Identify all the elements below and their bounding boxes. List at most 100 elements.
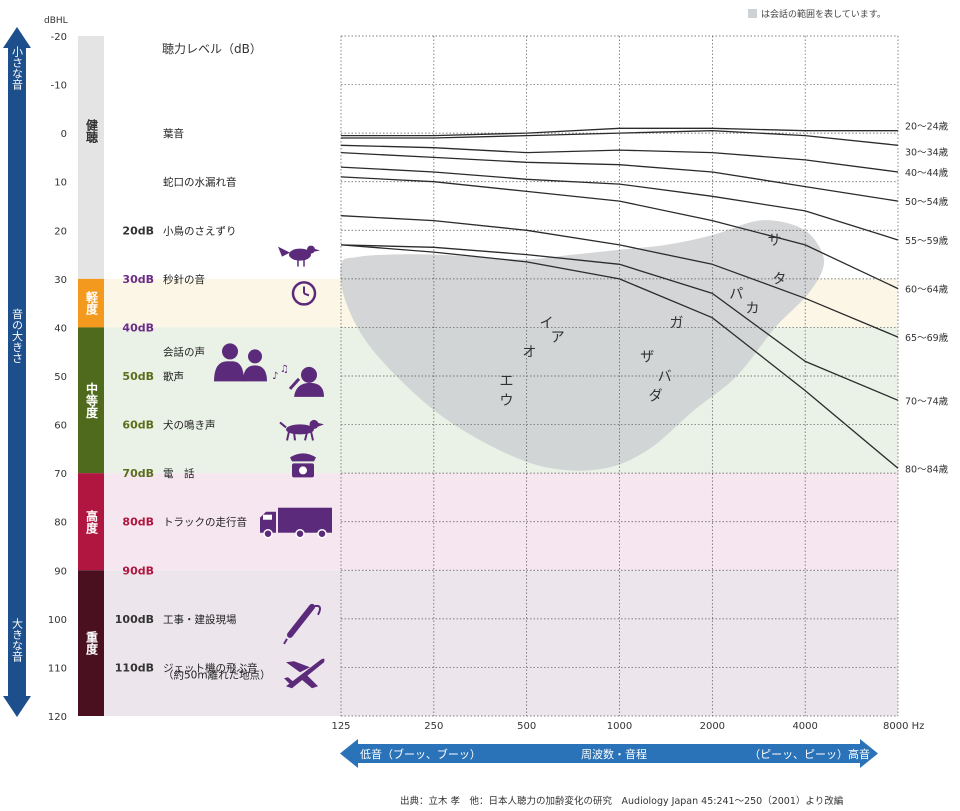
y-tick-label: 60 <box>54 421 67 432</box>
severity-band-block <box>78 36 104 279</box>
series-label: 80～84歳 <box>905 463 949 475</box>
phoneme-label: イ <box>540 315 554 331</box>
series-line <box>340 176 899 290</box>
series-label: 70～74歳 <box>905 395 949 407</box>
sound-example-label: 小鳥のさえずり <box>163 224 237 237</box>
series-label: 50～54歳 <box>905 196 949 208</box>
x-tick-label: 125 <box>331 721 350 732</box>
y-axis-label: dBHL <box>44 16 68 26</box>
y-tick-label: -10 <box>51 81 67 92</box>
sound-example-label: 蛇口の水漏れ音 <box>163 176 237 189</box>
band-db-label: 60dB <box>122 419 154 432</box>
series-lines <box>340 127 899 469</box>
sound-example-label: トラックの走行音 <box>163 516 247 529</box>
speech-area <box>340 220 825 471</box>
arrow-label-loud: 大きな音 <box>11 617 24 663</box>
x-tick-label: 4000 <box>792 721 817 732</box>
y-tick-label: 10 <box>54 178 67 189</box>
airplane-icon <box>284 658 325 689</box>
sound-icons: ♪♫ <box>214 245 332 689</box>
frequency-arrow: 低音（ブーッ、ブーッ） 周波数・音程 （ピーッ、ピーッ）高音 <box>340 739 878 768</box>
arrow-label-quiet: 小さな音 <box>11 46 24 91</box>
band-db-label: 110dB <box>115 661 154 674</box>
y-tick-label: 30 <box>54 275 67 286</box>
x-tick-label: 2000 <box>700 721 725 732</box>
band-db-label: 100dB <box>115 613 154 626</box>
series-line <box>340 151 899 202</box>
x-tick-label: 1000 <box>607 721 632 732</box>
phoneme-label: サ <box>767 233 781 249</box>
band-db-label: 40dB <box>122 321 154 334</box>
sound-example-label: 工事・建設現場 <box>163 613 237 626</box>
sound-example-label: （約50m離れた地点） <box>163 669 271 682</box>
series-label: 40～44歳 <box>905 167 949 179</box>
series-label: 55～59歳 <box>905 235 949 247</box>
x-tick-label: 250 <box>424 721 443 732</box>
phoneme-label: エ <box>499 374 513 390</box>
y-tick-label: 80 <box>54 518 67 529</box>
severity-band-label: 軽度 <box>85 290 99 316</box>
severity-band-block <box>78 278 104 328</box>
x-tick-label: 8000 Hz <box>883 721 924 732</box>
series-line <box>340 144 899 173</box>
phoneme-label: パ <box>729 286 743 302</box>
band-db-labels: 20dB 30dB 40dB 50dB 60dB 70dB 80dB 90dB 100dB 110… <box>115 224 154 674</box>
series-label: 30～34歳 <box>905 146 949 158</box>
series-line <box>340 244 899 469</box>
y-tick-label: 50 <box>54 372 67 383</box>
phoneme-label: ガ <box>669 315 683 331</box>
sound-example-label: 犬の鳴き声 <box>163 419 216 432</box>
phoneme-label: バ <box>658 369 672 385</box>
y-tick-label: 0 <box>61 129 67 140</box>
telephone-icon <box>290 453 316 478</box>
legend-swatch <box>748 9 757 18</box>
singer-icon: ♪♫ <box>272 364 324 397</box>
sound-example-label: 電 話 <box>163 467 195 480</box>
severity-band-block <box>78 327 104 474</box>
series-line <box>341 130 899 146</box>
clock-icon <box>291 281 317 306</box>
grid-lines <box>340 35 899 717</box>
series-label: 20～24歳 <box>905 121 949 133</box>
sound-example-label: 歌声 <box>163 370 184 383</box>
band-db-label: 70dB <box>122 467 154 480</box>
series-label: 65～69歳 <box>905 332 949 344</box>
dog-icon <box>279 419 324 441</box>
severity-band-block <box>78 570 104 716</box>
y-tick-label: 90 <box>54 566 67 577</box>
svg-text:♪: ♪ <box>272 371 278 382</box>
y-tick-label: 120 <box>48 712 67 723</box>
severity-band-label: 重度 <box>85 630 99 656</box>
drill-icon <box>283 603 321 645</box>
series-line <box>341 127 898 137</box>
y-tick-label: 20 <box>54 226 67 237</box>
phoneme-label: オ <box>522 345 536 361</box>
band-db-label: 50dB <box>122 370 154 383</box>
severity-band-label: 中等度 <box>85 381 99 419</box>
y-tick-label: 100 <box>48 615 67 626</box>
sound-example-label: 会話の声 <box>163 346 205 359</box>
svg-text:♫: ♫ <box>280 364 289 375</box>
band-db-label: 30dB <box>122 273 154 286</box>
bird-icon <box>278 245 320 267</box>
band-db-label: 90dB <box>122 564 154 577</box>
series-line <box>340 244 899 401</box>
x-tick-label: 500 <box>517 721 536 732</box>
arrow-label-high-pitch: （ピーッ、ピーッ）高音 <box>749 747 870 761</box>
truck-icon <box>260 507 332 539</box>
severity-band-label: 健聴 <box>85 118 99 144</box>
severity-band-block <box>78 473 104 571</box>
age-group-labels: 20～24歳 30～34歳 40～44歳 50～54歳 55～59歳 60～64歳 65～6… <box>905 121 949 476</box>
legend-note: は会話の範囲を表しています。 <box>761 8 886 20</box>
people-talking-icon <box>214 343 267 382</box>
arrow-label-loudness: 音の大きさ <box>11 307 24 363</box>
arrow-label-frequency: 周波数・音程 <box>581 747 647 761</box>
y-tick-labels: -20 -10 0 10 20 30 40 50 60 70 80 90 100 110 120 <box>48 32 67 723</box>
phoneme-label: ザ <box>640 349 654 365</box>
y-tick-label: -20 <box>51 32 67 43</box>
speech-area-blob <box>340 220 825 471</box>
series-line <box>340 215 899 338</box>
loudness-arrow: 小さな音 音の大きさ 大きな音 <box>3 27 31 717</box>
